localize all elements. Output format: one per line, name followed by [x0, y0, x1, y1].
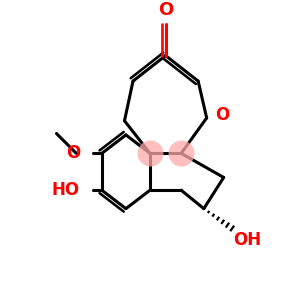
Text: OH: OH — [234, 231, 262, 249]
Point — [148, 151, 152, 156]
Text: O: O — [66, 144, 80, 162]
Point — [179, 151, 184, 156]
Text: O: O — [215, 106, 230, 124]
Text: O: O — [158, 1, 173, 19]
Text: HO: HO — [51, 181, 79, 199]
